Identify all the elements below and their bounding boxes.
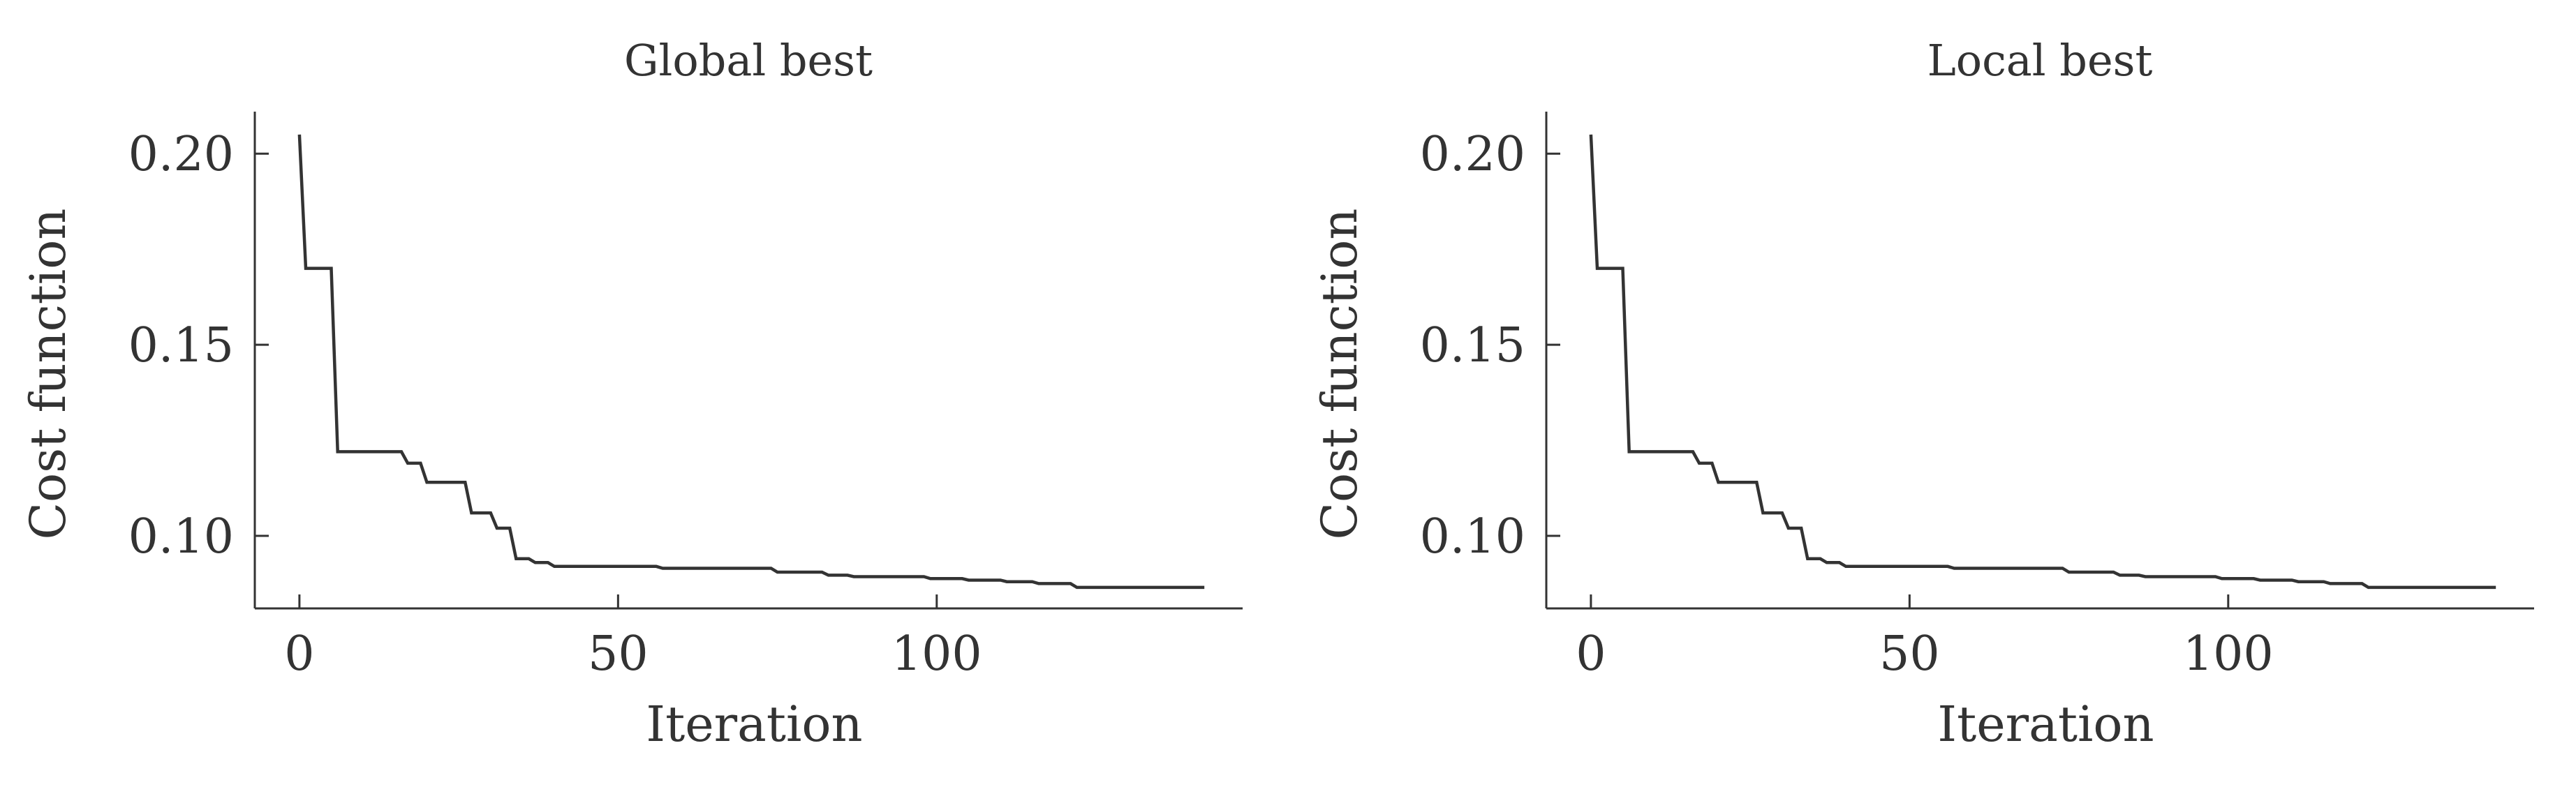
x-tick-label: 0 xyxy=(1576,627,1606,682)
y-tick-label: 0.15 xyxy=(128,318,234,373)
x-tick-label: 50 xyxy=(588,627,649,682)
x-tick-label: 100 xyxy=(2183,627,2274,682)
chart-title: Local best xyxy=(1927,35,2153,86)
y-tick-label: 0.10 xyxy=(1420,509,1525,564)
x-tick-label: 100 xyxy=(891,627,982,682)
series-line xyxy=(1589,134,2496,590)
y-tick-label: 0.20 xyxy=(128,127,234,182)
y-axis-label: Cost function xyxy=(20,208,77,539)
x-tick-label: 0 xyxy=(284,627,314,682)
series-line xyxy=(297,134,1205,590)
chart-panel-global-best: Global best 0 50 100 0.10 0.15 0.20 Iteration Co… xyxy=(20,35,1243,753)
chart-title: Global best xyxy=(624,35,873,86)
y-tick-label: 0.10 xyxy=(128,509,234,564)
y-tick-label: 0.20 xyxy=(1420,127,1525,182)
y-tick-label: 0.15 xyxy=(1420,318,1525,373)
x-tick-label: 50 xyxy=(1879,627,1940,682)
y-axis-label: Cost function xyxy=(1311,208,1368,539)
x-axis-label: Iteration xyxy=(646,696,862,753)
x-axis-label: Iteration xyxy=(1937,696,2154,753)
chart-panel-local-best: Local best 0 50 100 0.10 0.15 0.20 Iteration Cos… xyxy=(1311,35,2534,753)
